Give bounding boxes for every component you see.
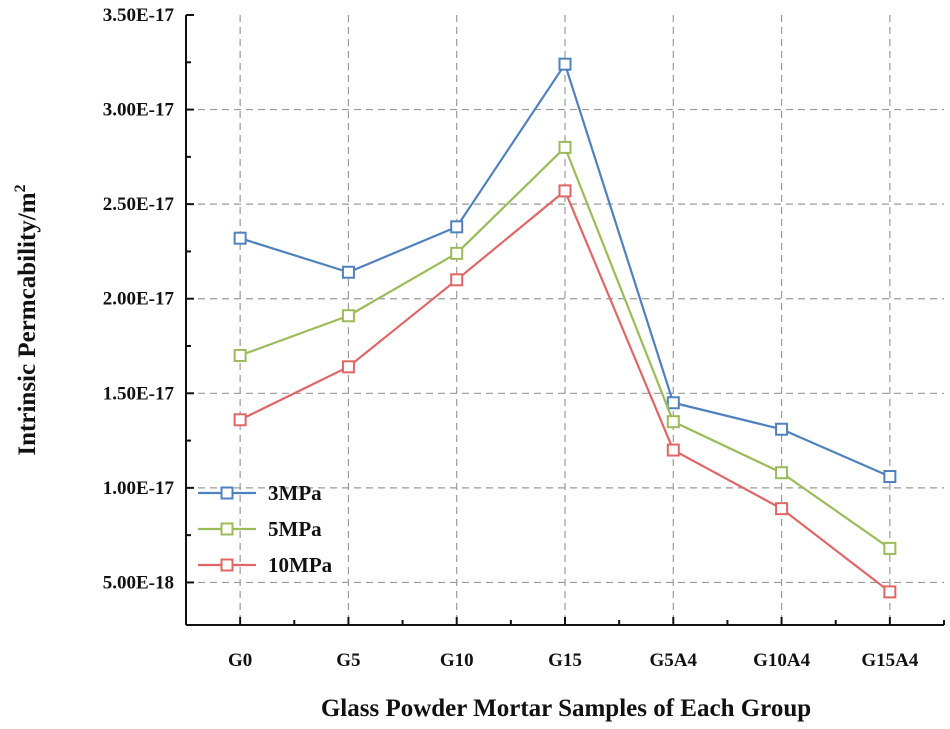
line-chart: G0 G5 G10 G15 G5A4 G10A4 G15A4 5.00E-18 1.00E-17…: [0, 0, 950, 729]
data-point-marker: [343, 267, 354, 278]
legend-entry-3MPa: 3MPa: [198, 481, 322, 505]
data-point-marker: [776, 467, 787, 478]
data-point-marker: [560, 59, 571, 70]
data-point-marker: [668, 416, 679, 427]
y-tick-label: 2.00E-17: [103, 289, 175, 310]
legend-entry-10MPa: 10MPa: [198, 553, 333, 577]
x-tick-label: G15: [548, 650, 582, 671]
y-axis-title-text: Intrinsic Permcability/m: [14, 192, 41, 455]
y-tick-label: 1.50E-17: [103, 383, 175, 404]
x-tick-label: G15A4: [861, 650, 919, 671]
x-tick-label: G10A4: [753, 650, 811, 671]
y-tick-label: 2.50E-17: [103, 194, 175, 215]
legend-marker: [222, 524, 233, 535]
data-point-marker: [884, 543, 895, 554]
data-point-marker: [776, 424, 787, 435]
y-tick-label: 1.00E-17: [103, 478, 175, 499]
data-point-marker: [235, 233, 246, 244]
data-point-marker: [560, 185, 571, 196]
legend-label: 10MPa: [268, 553, 333, 577]
y-tick-label: 3.00E-17: [103, 100, 175, 121]
data-point-marker: [235, 414, 246, 425]
data-point-marker: [451, 248, 462, 259]
legend-label: 5MPa: [268, 517, 322, 541]
x-tick-label: G0: [228, 650, 252, 671]
y-tick-label: 5.00E-18: [103, 572, 174, 593]
data-point-marker: [776, 503, 787, 514]
x-axis-title: Glass Powder Mortar Samples of Each Grou…: [321, 695, 811, 722]
legend: 3MPa 5MPa 10MPa: [198, 481, 333, 577]
y-tick-label: 3.50E-17: [103, 5, 175, 26]
data-point-marker: [884, 471, 895, 482]
legend-entry-5MPa: 5MPa: [198, 517, 322, 541]
data-point-marker: [668, 397, 679, 408]
data-point-marker: [884, 586, 895, 597]
y-axis-title-superscript: 2: [12, 184, 29, 192]
legend-label: 3MPa: [268, 481, 322, 505]
x-tick-label: G10: [440, 650, 474, 671]
data-point-marker: [343, 361, 354, 372]
data-point-marker: [668, 445, 679, 456]
legend-marker: [222, 488, 233, 499]
x-tick-label: G5A4: [650, 650, 698, 671]
y-axis-title: Intrinsic Permcability/m2: [12, 184, 41, 455]
data-point-marker: [451, 274, 462, 285]
x-tick-label: G5: [336, 650, 360, 671]
data-point-marker: [451, 221, 462, 232]
legend-marker: [222, 560, 233, 571]
data-point-marker: [235, 350, 246, 361]
data-point-marker: [560, 142, 571, 153]
data-point-marker: [343, 310, 354, 321]
